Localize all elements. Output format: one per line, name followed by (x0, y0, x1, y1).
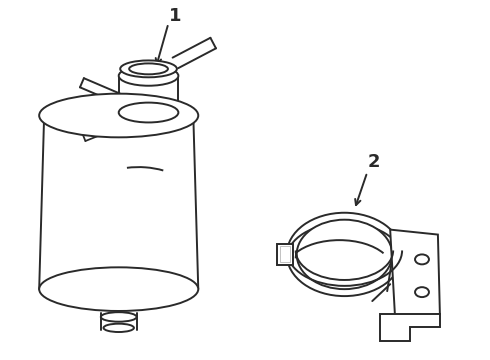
Ellipse shape (119, 66, 178, 86)
Polygon shape (380, 314, 440, 341)
Ellipse shape (120, 60, 177, 77)
Ellipse shape (129, 63, 168, 74)
Ellipse shape (103, 324, 134, 332)
Polygon shape (390, 230, 440, 319)
Text: 1: 1 (169, 7, 182, 25)
Ellipse shape (297, 220, 392, 289)
Ellipse shape (101, 312, 137, 322)
Ellipse shape (415, 287, 429, 297)
Ellipse shape (39, 267, 198, 311)
Ellipse shape (119, 103, 178, 122)
Polygon shape (280, 247, 290, 262)
Ellipse shape (39, 94, 198, 137)
Polygon shape (277, 243, 293, 265)
Ellipse shape (287, 213, 402, 296)
Text: 2: 2 (368, 153, 381, 171)
Ellipse shape (415, 255, 429, 264)
